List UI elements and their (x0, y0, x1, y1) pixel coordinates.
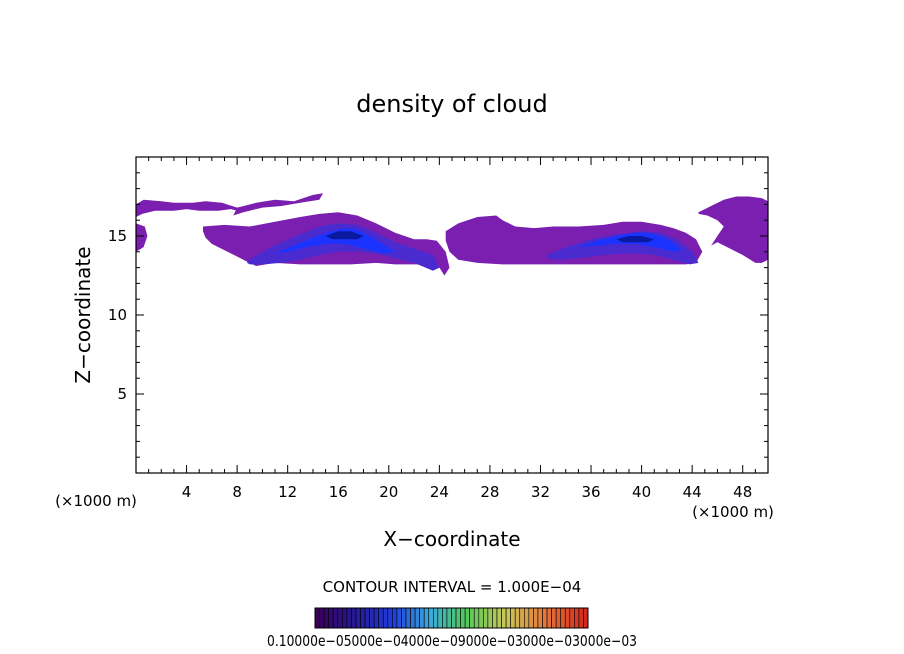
x-tick-label: 12 (278, 483, 297, 501)
x-tick-label: 48 (733, 483, 752, 501)
colorbar-swatch (578, 607, 584, 629)
colorbar-swatch (551, 607, 557, 629)
colorbar-swatch (346, 607, 352, 629)
cloud-region-peak-10 (325, 231, 364, 240)
colorbar-swatch (501, 607, 507, 629)
colorbar-swatch (337, 607, 343, 629)
colorbar-swatch (574, 607, 580, 629)
colorbar-swatch (469, 607, 475, 629)
x-axis-label: X−coordinate (383, 527, 520, 551)
colorbar-swatch (369, 607, 375, 629)
x-tick-label: 8 (232, 483, 242, 501)
x-unit-left-label: (×1000 m) (55, 492, 137, 510)
x-axis: 4 8 12 16 20 24 28 32 36 40 44 48 (148, 157, 756, 501)
colorbar-swatch (446, 607, 452, 629)
colorbar-swatch (387, 607, 393, 629)
colorbar-swatch (455, 607, 461, 629)
colorbar-swatch (560, 607, 566, 629)
colorbar-swatch (487, 607, 493, 629)
cloud-region-low-5 (698, 196, 768, 263)
colorbar-swatch (496, 607, 502, 629)
colorbar-swatch (451, 607, 457, 629)
colorbar-swatch (473, 607, 480, 629)
colorbar-swatch (555, 607, 562, 629)
colorbar-swatch (505, 607, 511, 629)
cloud-region-low-2 (233, 193, 324, 216)
cloud-region-high-8 (275, 228, 396, 254)
colorbar-swatch (360, 607, 366, 629)
colorbar-swatch (382, 607, 389, 629)
colorbar-swatch (355, 607, 361, 629)
colorbar-swatch (373, 607, 379, 629)
colorbar-swatch (428, 607, 434, 629)
y-tick-label: 5 (117, 385, 127, 403)
colorbar-swatch (464, 607, 470, 629)
colorbar-swatch (414, 607, 420, 629)
plot-frame (135, 156, 769, 474)
colorbar-swatch (510, 607, 516, 629)
chart-title: density of cloud (356, 90, 547, 118)
colorbar-swatch (351, 607, 357, 629)
x-tick-label: 40 (632, 483, 651, 501)
colorbar-swatch (492, 607, 498, 629)
x-tick-label: 16 (329, 483, 348, 501)
colorbar-swatch (432, 607, 439, 629)
x-tick-label: 20 (379, 483, 398, 501)
colorbar-swatch (537, 607, 543, 629)
colorbar-swatch (523, 607, 530, 629)
colorbar-swatch (460, 607, 466, 629)
cloud-region-mid-6 (247, 223, 440, 271)
colorbar-labels: 0.10000e−05000e−04000e−09000e−03000e−030… (267, 632, 637, 650)
cloud-region-low-1 (136, 223, 148, 252)
colorbar-swatch (478, 607, 484, 629)
colorbar-swatch (323, 607, 329, 629)
colorbar (314, 607, 589, 629)
y-axis: 5 10 15 (108, 172, 768, 458)
colorbar-swatch (583, 607, 589, 629)
cloud-region-low-0 (136, 199, 244, 217)
colorbar-swatch (419, 607, 425, 629)
plot-area (136, 193, 768, 276)
colorbar-swatch (314, 607, 320, 629)
colorbar-swatch (442, 607, 448, 629)
colorbar-swatch (528, 607, 534, 629)
cloud-region-peak-11 (616, 236, 655, 243)
colorbar-swatch (378, 607, 384, 629)
colorbar-swatch (392, 607, 398, 629)
colorbar-swatch (437, 607, 443, 629)
x-tick-label: 24 (430, 483, 449, 501)
colorbar-swatch (364, 607, 370, 629)
colorbar-swatch (319, 607, 325, 629)
colorbar-swatch (569, 607, 575, 629)
colorbar-swatch (423, 607, 430, 629)
colorbar-swatch (564, 607, 571, 629)
colorbar-swatch (401, 607, 407, 629)
x-unit-right-label: (×1000 m) (692, 503, 774, 521)
x-tick-label: 36 (581, 483, 600, 501)
colorbar-swatch (341, 607, 348, 629)
colorbar-swatch (405, 607, 411, 629)
x-tick-label: 32 (531, 483, 550, 501)
colorbar-swatch (533, 607, 539, 629)
colorbar-swatch (519, 607, 525, 629)
y-tick-label: 15 (108, 227, 127, 245)
contour-interval-text: CONTOUR INTERVAL = 1.000E−04 (323, 578, 582, 596)
colorbar-swatch (396, 607, 402, 629)
colorbar-swatch (332, 607, 339, 629)
colorbar-swatch (410, 607, 416, 629)
colorbar-swatch (514, 607, 521, 629)
colorbar-swatch (328, 607, 334, 629)
colorbar-frame (314, 607, 589, 629)
colorbar-swatch (542, 607, 548, 629)
x-tick-label: 44 (683, 483, 702, 501)
colorbar-swatch (546, 607, 552, 629)
y-axis-label: Z−coordinate (71, 246, 95, 383)
y-tick-label: 10 (108, 306, 127, 324)
colorbar-swatch (483, 607, 489, 629)
x-tick-label: 28 (480, 483, 499, 501)
x-tick-label: 4 (182, 483, 192, 501)
